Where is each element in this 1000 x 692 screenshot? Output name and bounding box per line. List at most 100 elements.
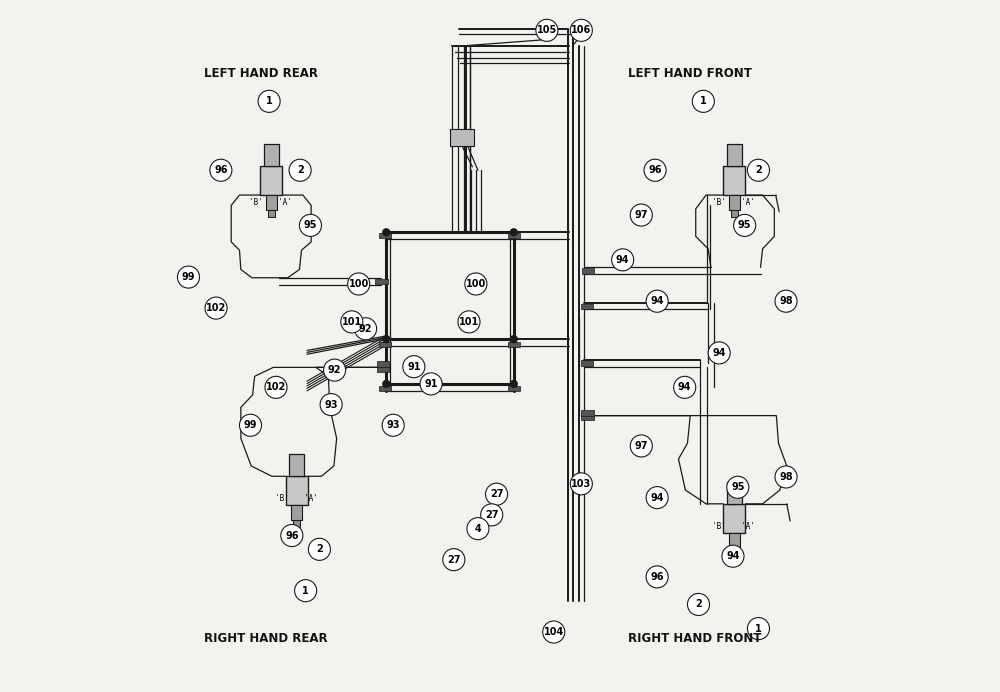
Text: 102: 102 — [266, 383, 286, 392]
Bar — [379, 233, 391, 239]
Text: 1: 1 — [266, 96, 272, 107]
Bar — [450, 129, 474, 146]
Bar — [581, 304, 593, 309]
Text: 99: 99 — [182, 272, 195, 282]
Text: 100: 100 — [466, 279, 486, 289]
Bar — [508, 342, 520, 347]
Text: 2: 2 — [297, 165, 304, 175]
Bar — [508, 386, 520, 392]
Bar — [727, 144, 742, 166]
Bar — [266, 195, 277, 210]
Circle shape — [646, 290, 668, 312]
Circle shape — [612, 249, 634, 271]
Circle shape — [467, 518, 489, 540]
Text: 97: 97 — [635, 210, 648, 220]
Circle shape — [630, 204, 652, 226]
Bar — [723, 504, 745, 533]
Text: LEFT HAND FRONT: LEFT HAND FRONT — [628, 67, 751, 80]
Text: 98: 98 — [779, 472, 793, 482]
Text: 93: 93 — [386, 420, 400, 430]
Circle shape — [320, 394, 342, 416]
Text: 'B': 'B' — [712, 522, 726, 531]
Bar — [268, 210, 275, 217]
Text: 101: 101 — [342, 317, 362, 327]
Bar — [286, 476, 308, 505]
Text: 94: 94 — [650, 296, 664, 306]
Circle shape — [239, 415, 262, 436]
Circle shape — [510, 335, 518, 343]
Circle shape — [727, 476, 749, 498]
Bar — [581, 410, 594, 416]
Bar — [289, 454, 304, 476]
Bar — [379, 342, 391, 347]
Text: RIGHT HAND FRONT: RIGHT HAND FRONT — [628, 632, 761, 646]
Circle shape — [210, 159, 232, 181]
Bar — [729, 533, 740, 548]
Circle shape — [382, 335, 390, 343]
Circle shape — [258, 90, 280, 112]
Circle shape — [646, 566, 668, 588]
Circle shape — [722, 545, 744, 567]
Text: 1: 1 — [302, 585, 309, 596]
Text: 97: 97 — [635, 441, 648, 451]
Circle shape — [265, 376, 287, 399]
Text: 'B': 'B' — [249, 198, 263, 207]
Text: 106: 106 — [571, 26, 591, 35]
Text: 27: 27 — [485, 510, 498, 520]
Text: 96: 96 — [650, 572, 664, 582]
Circle shape — [543, 621, 565, 643]
Text: 2: 2 — [755, 165, 762, 175]
Text: 98: 98 — [779, 296, 793, 306]
Text: 27: 27 — [490, 489, 503, 499]
Text: 'A': 'A' — [741, 522, 755, 531]
Bar — [293, 520, 300, 527]
Bar — [582, 268, 594, 273]
Circle shape — [536, 19, 558, 42]
Circle shape — [775, 290, 797, 312]
Circle shape — [630, 435, 652, 457]
Text: 'B': 'B' — [712, 198, 726, 207]
Circle shape — [355, 318, 377, 340]
Text: 95: 95 — [731, 482, 745, 492]
Circle shape — [295, 580, 317, 602]
Bar — [729, 195, 740, 210]
Text: 105: 105 — [537, 26, 557, 35]
Bar — [723, 166, 745, 195]
Text: 100: 100 — [349, 279, 369, 289]
Circle shape — [281, 525, 303, 547]
Text: 2: 2 — [695, 599, 702, 610]
Text: 27: 27 — [447, 555, 461, 565]
Text: LEFT HAND REAR: LEFT HAND REAR — [204, 67, 318, 80]
Text: 'A': 'A' — [278, 198, 292, 207]
Circle shape — [570, 473, 592, 495]
Text: 104: 104 — [544, 627, 564, 637]
Circle shape — [177, 266, 199, 288]
Circle shape — [403, 356, 425, 378]
Circle shape — [205, 297, 227, 319]
Bar — [731, 548, 738, 555]
Circle shape — [687, 594, 710, 615]
Circle shape — [708, 342, 730, 364]
Bar — [291, 505, 302, 520]
Bar — [731, 210, 738, 217]
Text: 94: 94 — [726, 552, 740, 561]
Circle shape — [510, 380, 518, 388]
Text: 93: 93 — [324, 399, 338, 410]
Circle shape — [382, 380, 390, 388]
Circle shape — [458, 311, 480, 333]
Text: 95: 95 — [738, 220, 751, 230]
Circle shape — [465, 273, 487, 295]
Text: 'B': 'B' — [275, 494, 288, 503]
Circle shape — [324, 359, 346, 381]
Circle shape — [775, 466, 797, 488]
Circle shape — [747, 617, 769, 639]
Text: 95: 95 — [304, 220, 317, 230]
Text: 94: 94 — [650, 493, 664, 502]
Circle shape — [341, 311, 363, 333]
Text: 1: 1 — [755, 623, 762, 634]
Bar — [377, 361, 389, 367]
Bar — [581, 415, 594, 421]
Circle shape — [481, 504, 503, 526]
Circle shape — [382, 228, 390, 237]
Text: 1: 1 — [700, 96, 707, 107]
